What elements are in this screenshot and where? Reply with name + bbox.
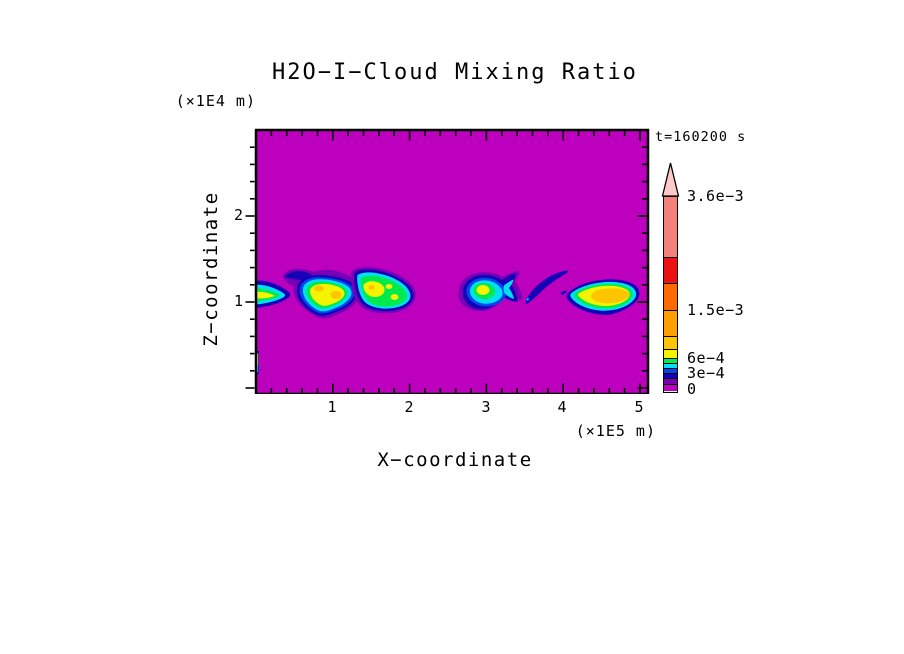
thin-filament <box>525 270 569 305</box>
colorbar <box>663 196 678 393</box>
cloud-blob-left-edge <box>256 280 291 308</box>
time-annotation: t=160200 s <box>655 129 747 145</box>
x-tick-label-5: 5 <box>634 398 644 416</box>
cloud-blob-right <box>560 279 640 315</box>
colorbar-segment <box>664 364 677 369</box>
cloud-blob-3 <box>351 267 416 314</box>
colorbar-segment <box>664 350 677 359</box>
x-tick-label-4: 4 <box>557 398 567 416</box>
x-tick-label-2: 2 <box>404 398 414 416</box>
colorbar-label-max: 3.6e−3 <box>687 187 745 205</box>
x-tick-label-1: 1 <box>327 398 337 416</box>
x-tick-label-3: 3 <box>481 398 491 416</box>
y-tick-label-1: 1 <box>233 292 243 310</box>
colorbar-label-6e4: 6e−4 <box>687 349 726 367</box>
contour-plot <box>245 128 650 394</box>
colorbar-segment <box>664 374 677 379</box>
colorbar-overflow-arrow <box>661 162 680 197</box>
colorbar-label-mid: 1.5e−3 <box>687 301 745 319</box>
y-tick-label-2: 2 <box>233 206 243 224</box>
colorbar-segment <box>664 337 677 350</box>
y-axis-unit-label: (×1E4 m) <box>175 92 256 110</box>
plot-border <box>254 128 650 394</box>
contour-field <box>256 267 640 374</box>
cloud-blob-2 <box>283 268 360 319</box>
colorbar-label-3e4: 3e−4 <box>687 364 726 382</box>
colorbar-segment <box>664 369 677 374</box>
cloud-blob-4-fish <box>458 270 523 312</box>
plot-background <box>256 130 648 394</box>
colorbar-segment <box>664 197 677 258</box>
colorbar-segment <box>664 284 677 311</box>
axis-ticks <box>245 131 647 393</box>
x-axis-unit-label: (×1E5 m) <box>575 422 656 440</box>
x-axis-title: X−coordinate <box>377 449 533 471</box>
chart-title: H2O−I−Cloud Mixing Ratio <box>272 60 638 85</box>
colorbar-segment <box>664 385 677 391</box>
colorbar-segment <box>664 359 677 364</box>
y-axis-title: Z−coordinate <box>200 191 222 347</box>
colorbar-label-zero: 0 <box>687 380 697 398</box>
colorbar-segment <box>664 311 677 337</box>
colorbar-segment <box>664 258 677 284</box>
colorbar-segment <box>664 379 677 385</box>
